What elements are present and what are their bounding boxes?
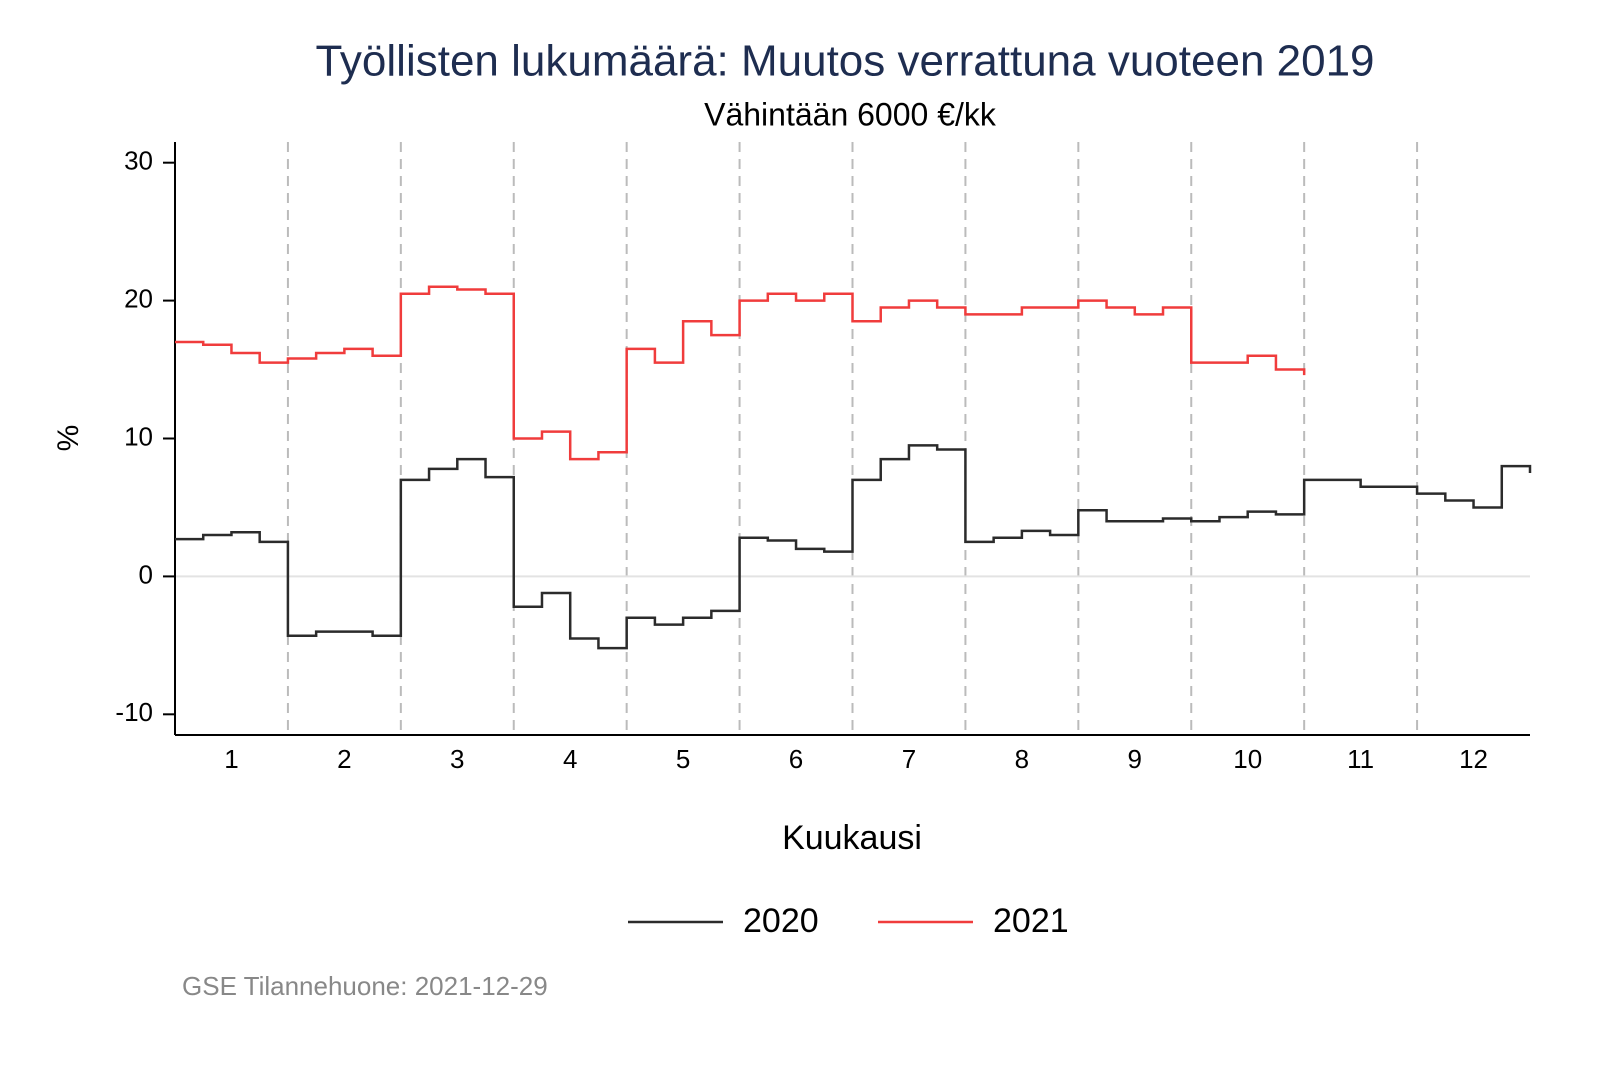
legend-label: 2020 [743,902,819,940]
x-tick-label: 8 [1015,744,1029,774]
y-axis-label: % [52,425,85,452]
y-tick-label: -10 [115,697,153,727]
x-tick-label: 2 [337,744,351,774]
y-tick-label: 30 [124,146,153,176]
y-tick-label: 10 [124,421,153,451]
data-line [175,285,1306,461]
x-tick-label: 4 [563,744,577,774]
y-tick-label: 0 [139,559,153,589]
legend-label: 2021 [993,902,1069,940]
x-tick-label: 7 [902,744,916,774]
y-tick-label: 20 [124,283,153,313]
x-tick-label: 11 [1347,744,1374,774]
x-tick-label: 9 [1128,744,1142,774]
x-tick-label: 1 [224,744,238,774]
x-tick-label: 5 [676,744,690,774]
data-line [175,444,1532,650]
x-tick-label: 10 [1233,744,1262,774]
chart-subtitle: Vähintään 6000 €/kk [704,96,997,132]
x-tick-label: 12 [1459,744,1488,774]
x-axis-label: Kuukausi [782,819,922,857]
chart-title: Työllisten lukumäärä: Muutos verrattuna … [315,37,1374,86]
x-tick-label: 3 [450,744,464,774]
note: GSE Tilannehuone: 2021-12-29 [182,971,548,1001]
x-tick-label: 6 [789,744,803,774]
